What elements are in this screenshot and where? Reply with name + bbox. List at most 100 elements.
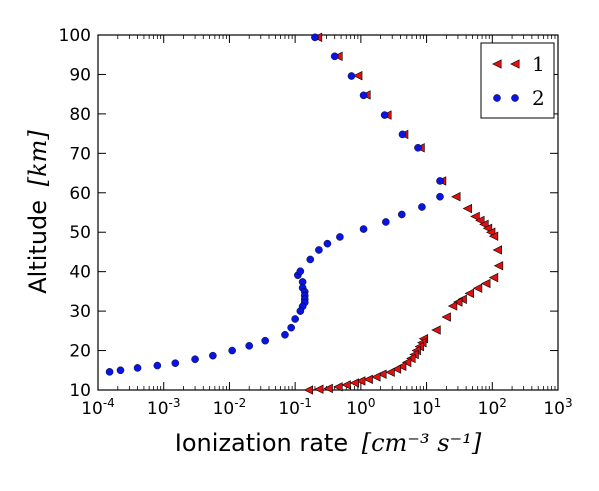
series-2-point: [323, 239, 332, 248]
y-tick-label: 70: [69, 144, 91, 164]
legend-marker: [493, 94, 501, 102]
x-tick-label: 103: [543, 396, 572, 419]
series-2: [105, 33, 444, 376]
x-tick-label: 102: [478, 396, 507, 419]
series-1-point: [481, 278, 491, 289]
series-2-point: [261, 336, 269, 345]
svg-text:Altitude [km]: Altitude [km]: [24, 130, 52, 294]
legend-marker: [510, 59, 520, 69]
series-2-point: [398, 130, 407, 139]
series-2-point: [191, 355, 199, 364]
series-1-point: [464, 288, 474, 299]
series-2-point: [296, 307, 305, 315]
series-1-point: [377, 369, 387, 379]
series-1-point: [453, 297, 463, 307]
series-1-point: [341, 380, 351, 390]
series-2-point: [291, 315, 299, 323]
series-2-point: [414, 144, 422, 152]
series-1-point: [462, 203, 473, 214]
series-2-point: [311, 33, 319, 42]
x-axis-unit: [cm⁻³ s⁻¹]: [362, 429, 482, 457]
series-1-point: [479, 219, 489, 230]
series-1-point: [363, 374, 373, 385]
series-2-point: [359, 91, 368, 100]
series-1-point: [333, 382, 343, 392]
series-2-point: [287, 323, 295, 332]
x-tick-label: 10-1: [278, 396, 312, 419]
series-1-point: [401, 357, 412, 368]
series-1-point: [431, 325, 441, 335]
series-2-point: [418, 203, 426, 211]
y-tick-label: 80: [69, 105, 91, 125]
series-1-point: [493, 261, 504, 271]
x-axis-title: Ionization rate [cm⁻³ s⁻¹]: [175, 429, 482, 457]
x-tick-label: 10-3: [147, 396, 181, 419]
series-1-point: [441, 312, 451, 322]
series-1-point: [475, 215, 485, 226]
series-2-point: [281, 330, 289, 339]
x-tick-label: 100: [346, 396, 375, 419]
series-1-point: [352, 70, 363, 81]
series-2-point: [436, 192, 444, 201]
series-2-point: [306, 255, 315, 264]
y-tick-label: 20: [69, 342, 91, 362]
series-1-point: [447, 301, 458, 311]
legend-item-1: 1: [492, 52, 545, 76]
x-tick-label: 10-4: [81, 396, 115, 419]
series-2-point: [228, 346, 236, 355]
series-2-point: [382, 218, 390, 226]
series-2-point: [398, 210, 406, 219]
y-tick-label: 100: [59, 26, 91, 46]
y-tick-label: 10: [69, 381, 91, 401]
series-2-point: [380, 111, 389, 119]
series-1-point: [451, 192, 461, 202]
series-1: [303, 32, 504, 395]
series-2-point: [347, 72, 356, 80]
series-1-point: [470, 211, 480, 222]
series-2-point: [296, 267, 305, 276]
series-2-point: [105, 368, 114, 376]
series-2-point: [245, 342, 254, 350]
legend: 12: [480, 42, 555, 119]
series-2-point: [436, 177, 444, 185]
legend-label: 1: [532, 52, 545, 76]
y-axis-unit: [km]: [24, 130, 52, 187]
y-tick-label: 90: [69, 65, 91, 85]
series-1-point: [391, 364, 402, 374]
series-1-point: [355, 376, 366, 386]
series-2-point: [336, 233, 344, 241]
y-tick-label: 40: [69, 263, 91, 283]
series-2-point: [153, 361, 162, 370]
series-2-point: [359, 225, 368, 233]
y-axis-label: Altitude: [24, 200, 52, 294]
series-1-point: [396, 361, 407, 372]
legend-label: 2: [532, 86, 545, 110]
series-1-point: [371, 372, 381, 382]
axis-ticks: [97, 34, 559, 391]
x-tick-label: 10-2: [213, 396, 247, 419]
x-axis-label: Ionization rate: [175, 429, 348, 457]
legend-marker: [492, 59, 502, 69]
tick-labels: 10-4 10-3 10-2 10-1 100 101 102 103 10 20 30 40 50 60…: [59, 26, 573, 419]
legend-marker: [511, 94, 519, 102]
series-2-point: [330, 52, 339, 61]
series-1-point: [349, 378, 359, 388]
y-tick-label: 50: [69, 223, 91, 243]
data-points: [105, 32, 504, 395]
series-2-point: [116, 366, 125, 375]
legend-box: [480, 42, 555, 119]
y-tick-label: 30: [69, 302, 91, 322]
series-2-point: [209, 351, 217, 360]
legend-item-2: 2: [493, 86, 545, 110]
series-1-point: [472, 283, 483, 293]
series-1-point: [303, 385, 314, 395]
series-2-point: [171, 359, 180, 367]
series-2-point: [315, 246, 323, 254]
series-1-point: [314, 384, 324, 394]
series-1-point: [492, 245, 502, 255]
series-1-point: [488, 272, 499, 283]
x-tick-label: 101: [412, 396, 441, 419]
series-1-point: [488, 231, 499, 241]
series-1-point: [385, 367, 395, 377]
